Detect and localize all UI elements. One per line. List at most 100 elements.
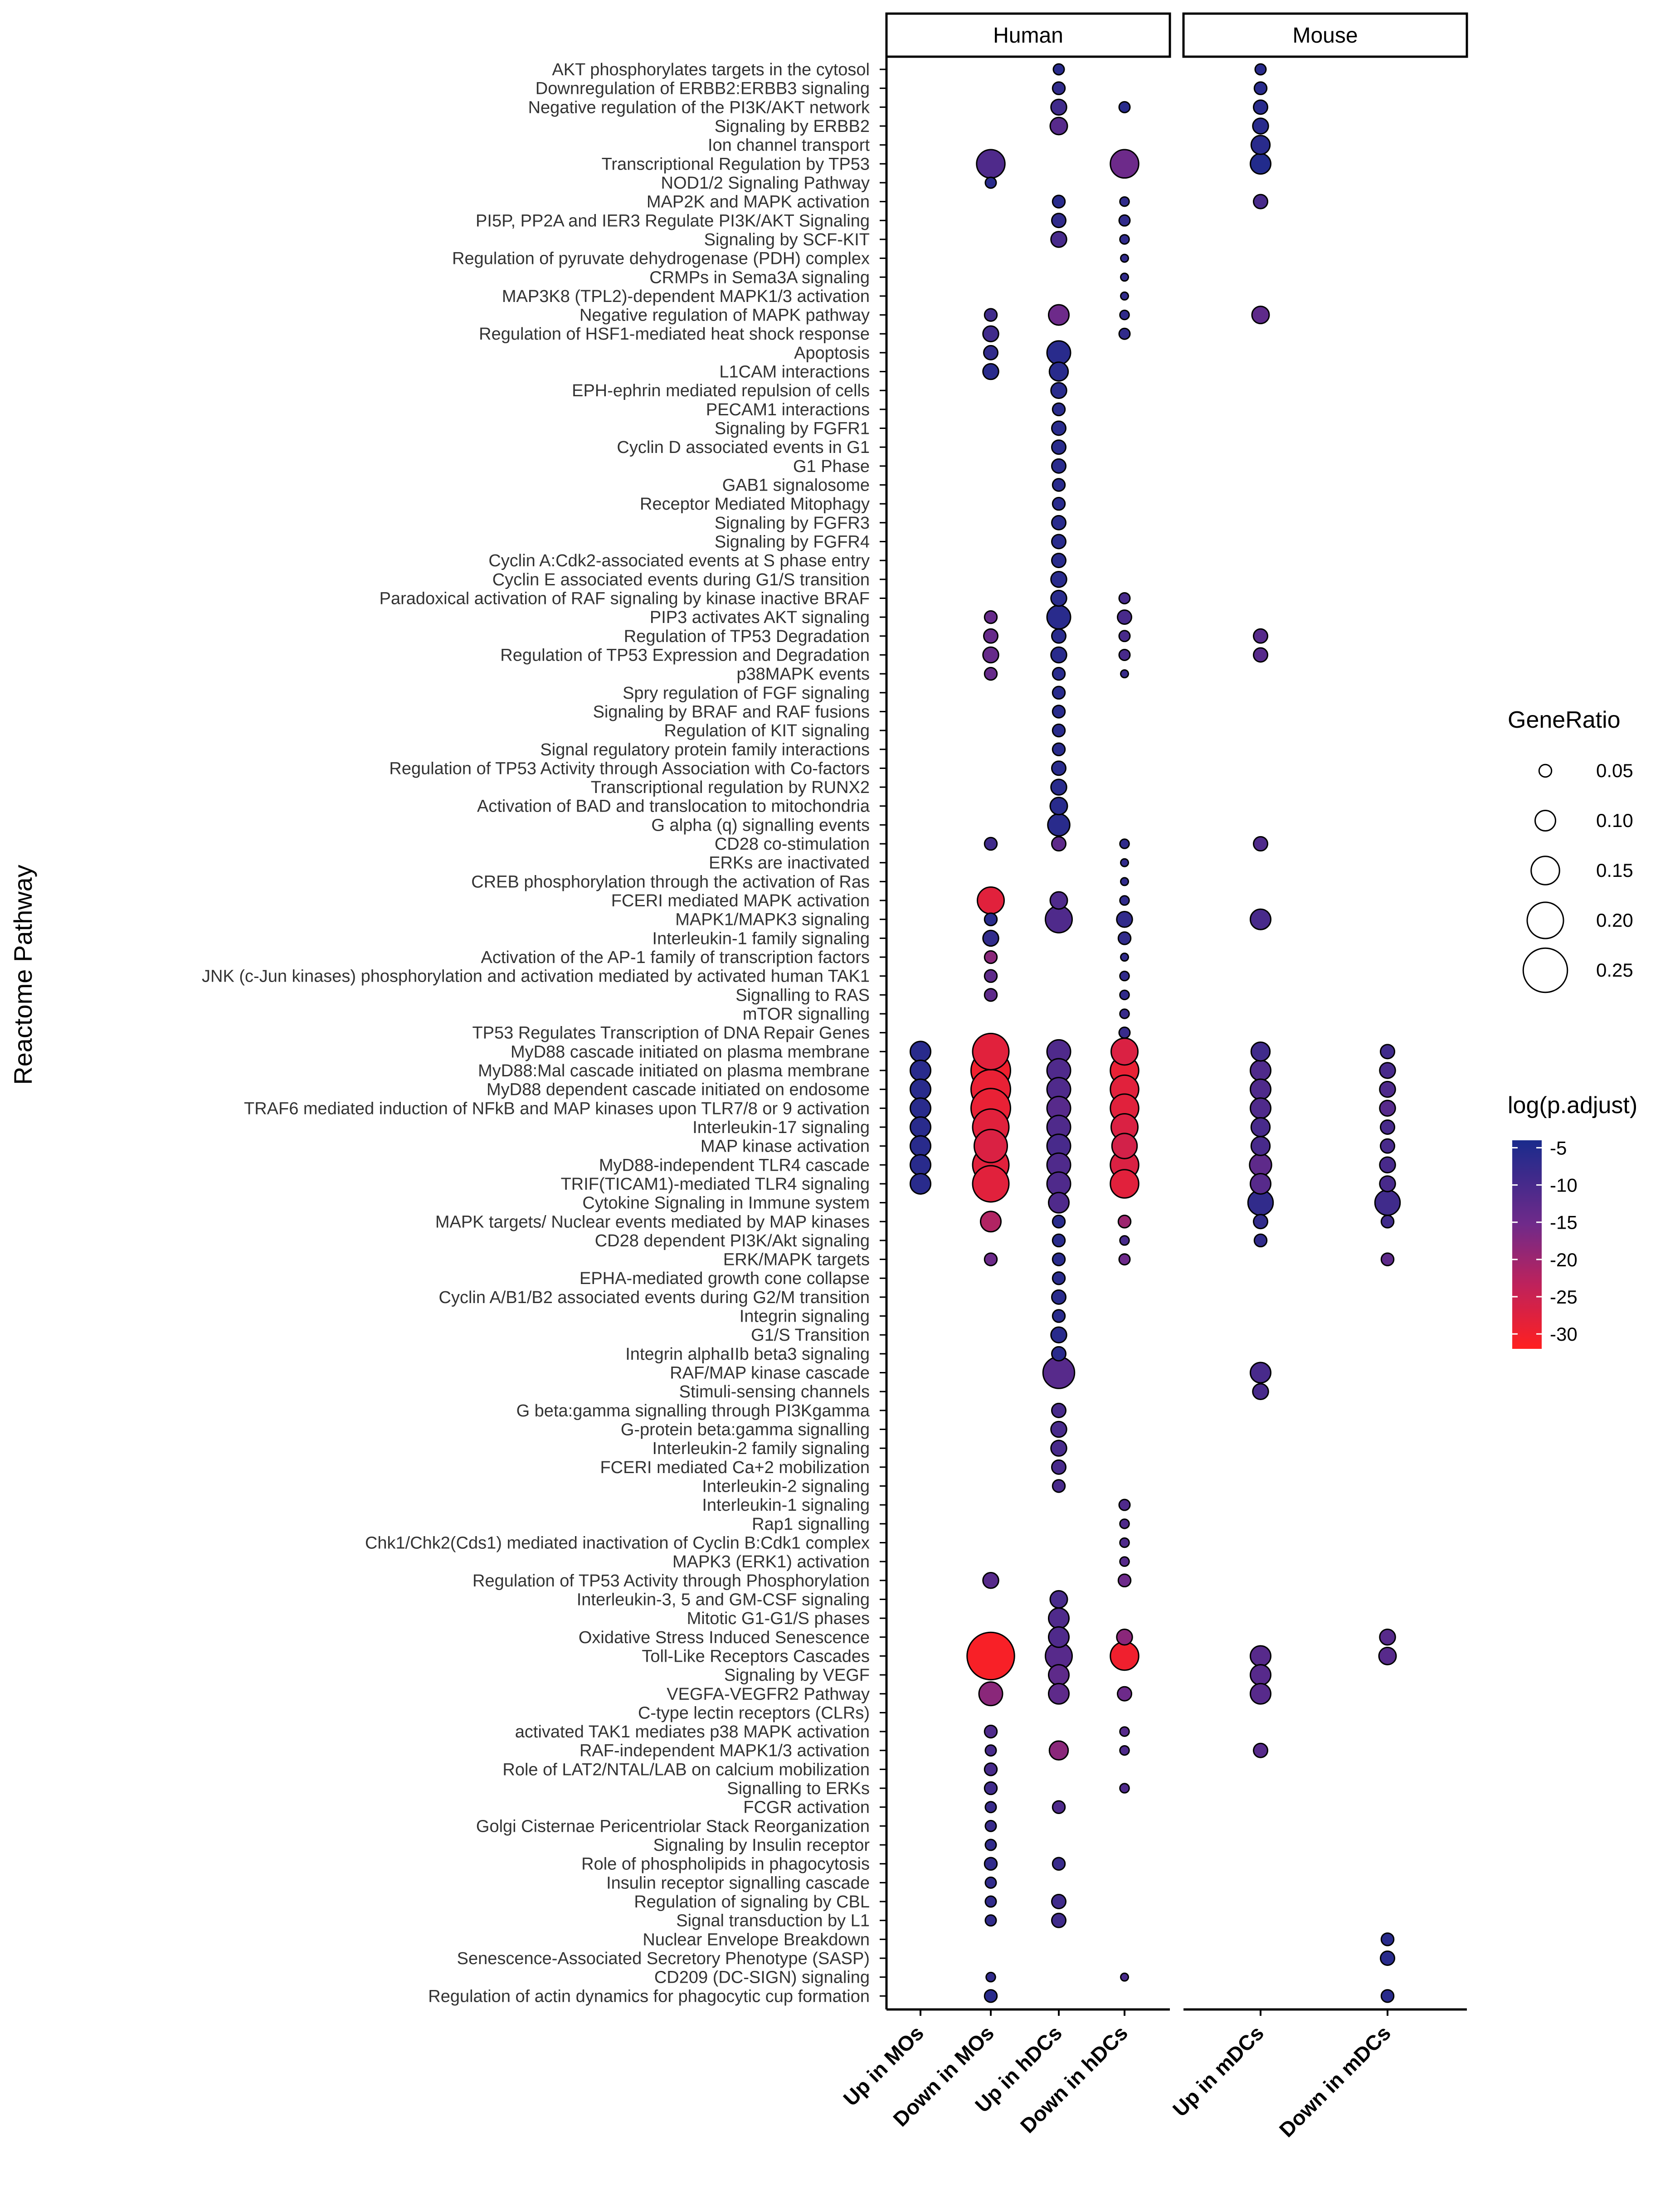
colorbar: [1512, 1140, 1542, 1349]
pathway-label: Negative regulation of MAPK pathway: [579, 306, 870, 325]
pathway-label: MyD88:Mal cascade initiated on plasma me…: [478, 1061, 870, 1080]
data-point: [1052, 63, 1065, 76]
pathway-label: G beta:gamma signalling through PI3Kgamm…: [516, 1401, 870, 1420]
pathway-label: C-type lectin receptors (CLRs): [638, 1703, 870, 1722]
data-point: [1119, 1537, 1130, 1548]
data-point: [1110, 149, 1139, 179]
data-point: [1119, 196, 1130, 207]
data-point: [980, 1211, 1002, 1233]
data-point: [1046, 340, 1071, 365]
pathway-label: TRAF6 mediated induction of NFkB and MAP…: [244, 1099, 870, 1118]
size-legend-label: 0.15: [1596, 860, 1633, 881]
pathway-label: Transcriptional Regulation by TP53: [602, 155, 870, 174]
data-point: [1380, 1989, 1395, 2003]
data-point: [1051, 1459, 1066, 1475]
data-point: [910, 1059, 931, 1081]
pathway-label: Signaling by FGFR1: [715, 419, 870, 438]
pathway-label: GAB1 signalosome: [722, 476, 870, 495]
data-point: [1048, 1192, 1070, 1214]
size-legend-key: [1526, 901, 1564, 939]
data-point: [1120, 953, 1129, 962]
pathway-label: MAPK3 (ERK1) activation: [672, 1552, 870, 1571]
data-point: [1052, 1233, 1066, 1248]
data-point: [1380, 1252, 1395, 1266]
data-point: [1049, 891, 1068, 910]
y-axis-labels: AKT phosphorylates targets in the cytoso…: [202, 60, 886, 2006]
data-point: [1051, 515, 1066, 530]
data-point: [1374, 1189, 1401, 1216]
data-point: [1042, 1356, 1076, 1389]
data-point: [1379, 1099, 1396, 1117]
data-point: [1380, 1119, 1395, 1135]
pathway-label: G alpha (q) signalling events: [651, 816, 870, 835]
pathway-label: TRIF(TICAM1)-mediated TLR4 signaling: [561, 1175, 870, 1194]
data-point: [1050, 1326, 1067, 1343]
data-point: [1052, 1215, 1066, 1229]
pathway-label: Stimuli-sensing channels: [679, 1382, 870, 1401]
data-point: [984, 912, 998, 926]
pathway-label: MyD88 cascade initiated on plasma membra…: [511, 1042, 870, 1061]
data-point: [1047, 813, 1071, 837]
pathway-label: Signalling to RAS: [735, 986, 870, 1005]
data-point: [1051, 836, 1066, 852]
data-points: [910, 63, 1401, 2003]
data-point: [1117, 1215, 1132, 1229]
size-legend-keys: 0.05 0.10 0.15 0.20 0.25: [1522, 760, 1633, 993]
data-point: [1252, 1383, 1269, 1400]
data-point: [978, 1681, 1003, 1707]
data-point: [1116, 1629, 1133, 1646]
size-legend-key: [1534, 810, 1556, 832]
data-point: [1250, 1362, 1271, 1384]
pathway-label: Insulin receptor signalling cascade: [606, 1873, 870, 1892]
data-point: [1118, 630, 1131, 642]
pathway-label: Paradoxical activation of RAF signaling …: [380, 589, 870, 608]
data-point: [1120, 669, 1129, 679]
data-point: [1050, 98, 1067, 116]
pathway-label: Interleukin-1 signaling: [702, 1496, 870, 1515]
data-point: [1051, 1346, 1066, 1362]
data-point: [984, 969, 998, 983]
data-point: [984, 176, 997, 189]
data-point: [1380, 1932, 1395, 1946]
data-point: [984, 1839, 997, 1851]
data-point: [1048, 1626, 1070, 1648]
data-point: [910, 1097, 931, 1119]
data-point: [1048, 1740, 1069, 1761]
data-point: [1049, 1590, 1068, 1609]
data-point: [985, 1971, 996, 1983]
data-point: [1119, 838, 1130, 849]
data-point: [1120, 272, 1129, 282]
data-point: [1120, 858, 1129, 867]
data-point: [984, 1857, 998, 1871]
data-point: [1110, 1169, 1139, 1199]
data-point: [1051, 1912, 1066, 1928]
data-point: [1051, 1402, 1066, 1418]
data-point: [984, 1762, 998, 1776]
pathway-label: G1/S Transition: [751, 1326, 870, 1345]
data-point: [1379, 1080, 1396, 1098]
size-legend-key: [1538, 764, 1553, 778]
pathway-label: AKT phosphorylates targets in the cytoso…: [552, 60, 870, 79]
x-tick-label: Down in mDCs: [1275, 2021, 1395, 2141]
data-point: [1117, 609, 1132, 625]
data-point: [1250, 153, 1271, 175]
data-point: [1250, 908, 1271, 930]
data-point: [1052, 742, 1066, 757]
data-point: [1052, 1271, 1066, 1285]
data-point: [1048, 304, 1070, 326]
data-point: [977, 886, 1005, 915]
pathway-label: Regulation of TP53 Degradation: [624, 627, 870, 646]
data-point: [1052, 1309, 1066, 1323]
pathway-label: Regulation of signaling by CBL: [634, 1892, 870, 1912]
data-point: [1110, 1037, 1139, 1066]
pathway-label: mTOR signalling: [743, 1005, 870, 1024]
data-point: [1046, 604, 1071, 630]
pathway-label: Role of phospholipids in phagocytosis: [581, 1855, 870, 1874]
data-point: [910, 1135, 931, 1157]
data-point: [1253, 628, 1268, 644]
pathway-label: G1 Phase: [793, 457, 870, 476]
pathway-label: Activation of BAD and translocation to m…: [477, 797, 870, 816]
data-point: [1052, 686, 1066, 700]
color-legend-title: log(p.adjust): [1508, 1092, 1637, 1119]
